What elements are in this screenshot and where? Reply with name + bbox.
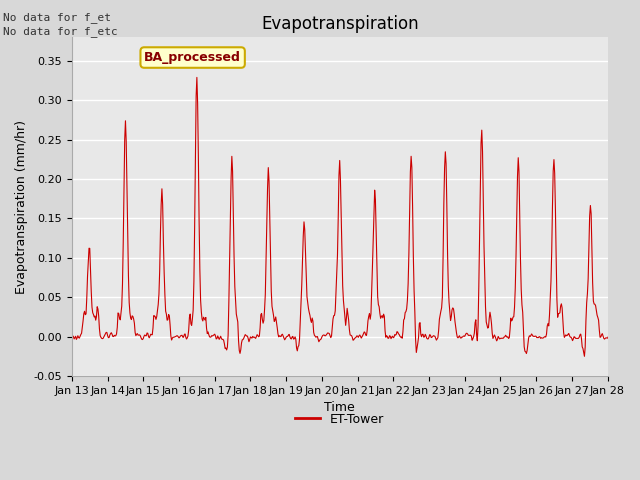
Text: No data for f_etc: No data for f_etc: [3, 26, 118, 37]
Title: Evapotranspiration: Evapotranspiration: [261, 15, 419, 33]
Y-axis label: Evapotranspiration (mm/hr): Evapotranspiration (mm/hr): [15, 120, 28, 294]
Legend: ET-Tower: ET-Tower: [290, 408, 389, 431]
Text: No data for f_et: No data for f_et: [3, 12, 111, 23]
X-axis label: Time: Time: [324, 401, 355, 414]
Text: BA_processed: BA_processed: [144, 51, 241, 64]
